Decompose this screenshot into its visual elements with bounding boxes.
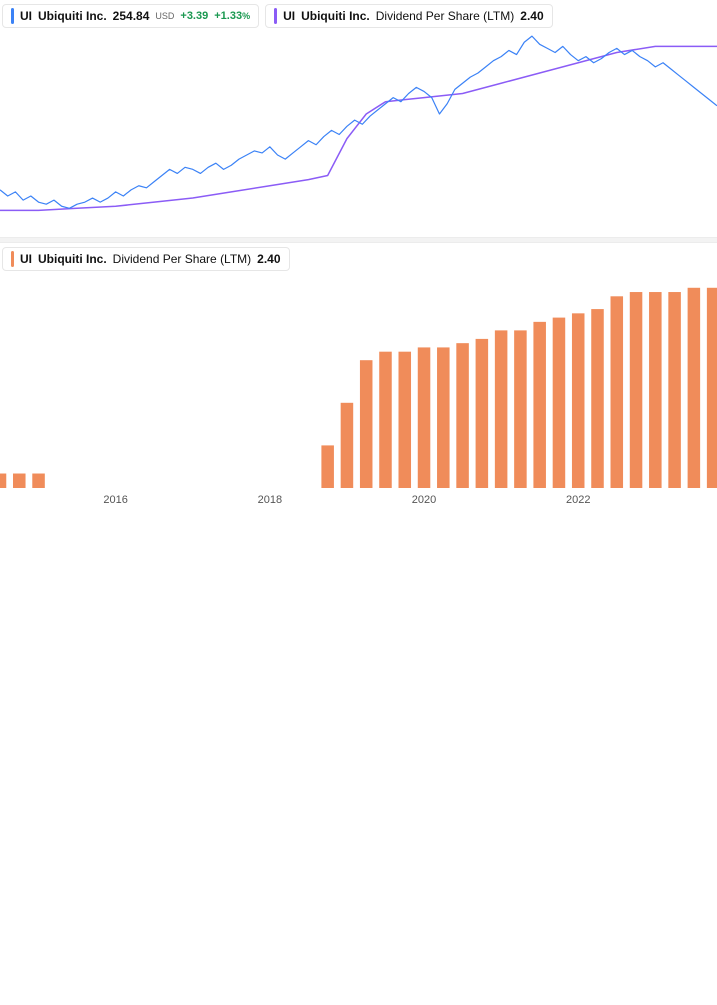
bar-chart-svg: 2016 2018 2020 2022 (0, 275, 717, 510)
svg-text:2016: 2016 (103, 494, 127, 506)
legend-field-value: 2.40 (257, 253, 280, 265)
legend-field-value: 2.40 (520, 10, 543, 22)
line-chart[interactable] (0, 32, 717, 237)
svg-text:2022: 2022 (566, 494, 590, 506)
legend-change-pct: +1.33% (214, 11, 250, 22)
legend-company-name: Ubiquiti Inc. (38, 10, 107, 22)
legend-company-name: Ubiquiti Inc. (301, 10, 370, 22)
legend-bar-pill[interactable]: UI Ubiquiti Inc. Dividend Per Share (LTM… (2, 247, 290, 271)
legend-ticker: UI (283, 10, 295, 22)
legend-price-value: 254.84 (113, 10, 150, 22)
legend-change-abs: +3.39 (180, 11, 208, 22)
bottom-legend: UI Ubiquiti Inc. Dividend Per Share (LTM… (0, 243, 717, 275)
legend-field-label: Dividend Per Share (LTM) (376, 10, 515, 22)
legend-company-name: Ubiquiti Inc. (38, 253, 107, 265)
legend-swatch-bar (11, 251, 14, 267)
line-chart-svg (0, 32, 717, 237)
bar-chart[interactable]: 2016 2018 2020 2022 (0, 275, 717, 510)
svg-text:2018: 2018 (258, 494, 282, 506)
svg-text:2020: 2020 (412, 494, 436, 506)
legend-currency: USD (155, 12, 174, 21)
legend-swatch-price (11, 8, 14, 24)
legend-ticker: UI (20, 10, 32, 22)
legend-field-label: Dividend Per Share (LTM) (113, 253, 252, 265)
legend-ticker: UI (20, 253, 32, 265)
top-legend: UI Ubiquiti Inc. 254.84 USD +3.39 +1.33%… (0, 0, 717, 32)
legend-price-pill[interactable]: UI Ubiquiti Inc. 254.84 USD +3.39 +1.33% (2, 4, 259, 28)
legend-dividend-pill[interactable]: UI Ubiquiti Inc. Dividend Per Share (LTM… (265, 4, 553, 28)
legend-swatch-div (274, 8, 277, 24)
